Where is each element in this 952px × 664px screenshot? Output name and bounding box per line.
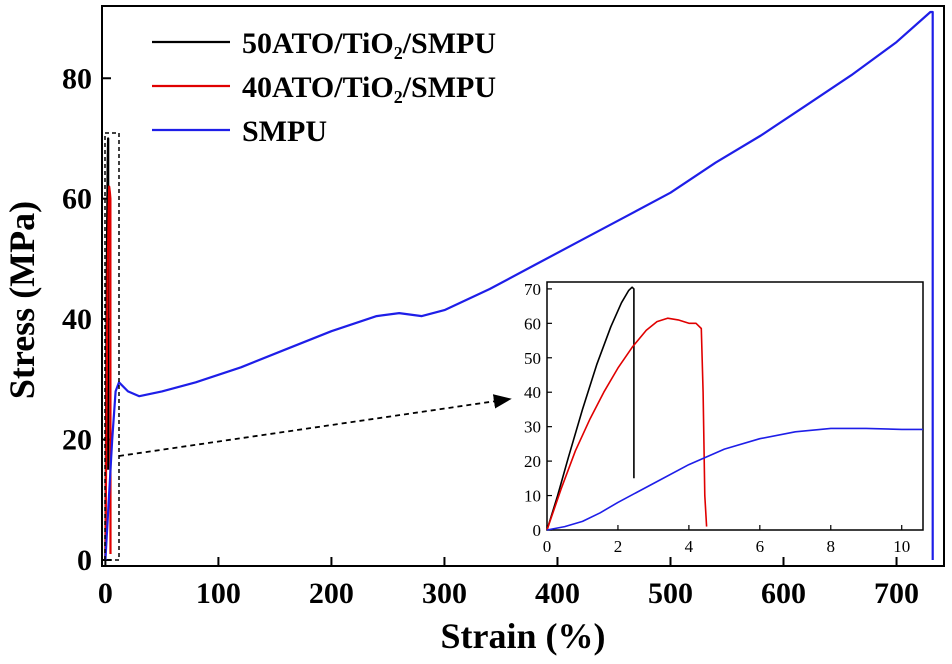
y-tick-label: 80	[62, 62, 92, 95]
y-tick-label: 20	[524, 452, 541, 471]
x-tick-label: 200	[309, 577, 354, 610]
legend: 50ATO/TiO₂/SMPU 40ATO/TiO₂/SMPU SMPU	[152, 27, 496, 148]
series-line-50ato-tio-smpu	[546, 286, 635, 531]
x-tick-label: 300	[422, 577, 467, 610]
legend-label: 40ATO/TiO₂/SMPU	[242, 71, 496, 104]
main-series	[104, 10, 934, 561]
x-tick-label: 8	[827, 537, 836, 556]
y-tick-label: 40	[62, 303, 92, 336]
x-tick-label: 600	[761, 577, 806, 610]
y-tick-label: 60	[62, 183, 92, 216]
x-tick-label: 500	[648, 577, 693, 610]
y-tick-label: 30	[524, 418, 541, 437]
y-tick-label: 20	[62, 424, 92, 457]
x-tick-label: 10	[893, 537, 910, 556]
y-tick-label: 60	[524, 314, 541, 333]
y-tick-label: 10	[524, 487, 541, 506]
inset-plot-frame	[546, 281, 924, 531]
zoom-arrow	[118, 394, 512, 457]
x-tick-label: 100	[196, 577, 241, 610]
series-line-40ato-tio-smpu	[104, 185, 112, 561]
legend-label: SMPU	[242, 115, 327, 148]
x-tick-label: 400	[535, 577, 580, 610]
inset-series	[546, 286, 923, 531]
series-line-smpu	[104, 10, 934, 561]
zoom-region-box	[104, 132, 120, 561]
series-line-smpu	[546, 427, 923, 531]
y-tick-label: 0	[533, 521, 542, 540]
y-tick-label: 50	[524, 349, 541, 368]
x-tick-label: 700	[874, 577, 919, 610]
y-tick-label: 40	[524, 383, 541, 402]
y-axis-title: Stress (MPa)	[2, 201, 42, 399]
x-tick-label: 6	[756, 537, 765, 556]
x-tick-label: 0	[98, 577, 113, 610]
x-axis-title: Strain (%)	[441, 616, 606, 656]
y-tick-label: 0	[77, 544, 92, 577]
series-line-40ato-tio-smpu	[546, 317, 708, 531]
x-tick-label: 0	[543, 537, 552, 556]
y-tick-label: 70	[524, 280, 541, 299]
main-plot-frame	[101, 5, 945, 567]
inset-plot: 0 2 4 6 8 10 0 10 20 30 40 50 60 70	[524, 280, 924, 556]
x-tick-label: 2	[614, 537, 623, 556]
x-tick-label: 4	[685, 537, 694, 556]
inset-ticks: 0 2 4 6 8 10 0 10 20 30 40 50 60 70	[524, 280, 910, 556]
legend-label: 50ATO/TiO₂/SMPU	[242, 27, 496, 60]
